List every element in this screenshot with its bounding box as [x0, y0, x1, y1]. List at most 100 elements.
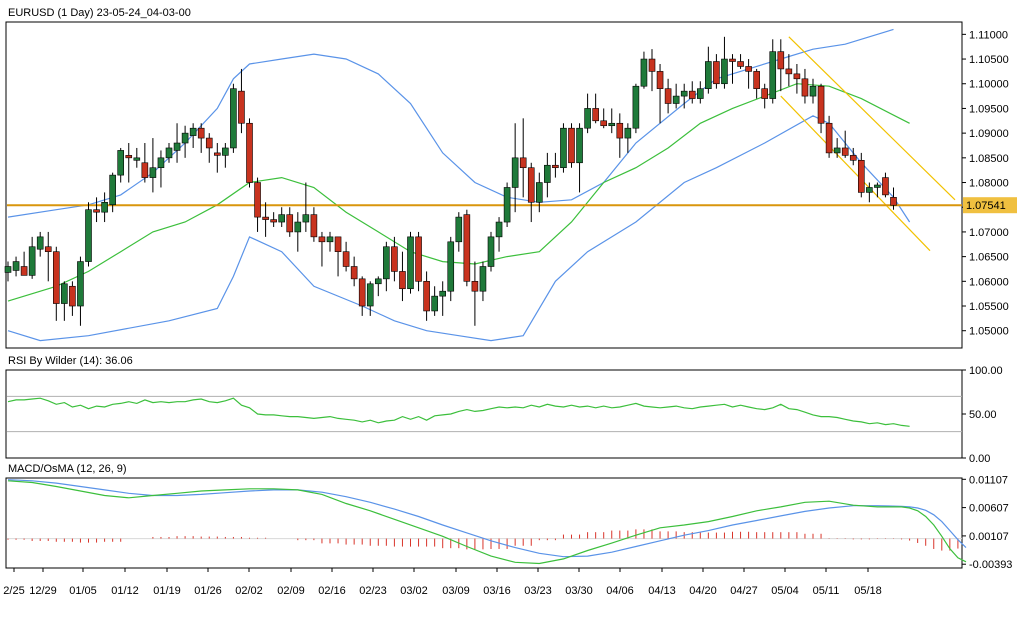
candle-body	[415, 236, 422, 282]
candle	[769, 39, 777, 104]
candle	[801, 68, 809, 104]
candle-body	[705, 61, 712, 89]
candle-body	[230, 88, 237, 149]
candle	[568, 123, 575, 168]
candle-body	[447, 241, 455, 292]
candle	[584, 93, 591, 134]
candle	[600, 108, 608, 129]
candle	[383, 241, 390, 292]
candle	[874, 182, 881, 198]
candle	[479, 261, 487, 302]
candle	[4, 261, 12, 282]
candle-body	[640, 58, 648, 87]
candle	[866, 182, 873, 203]
candle	[487, 231, 495, 272]
candle-body	[713, 61, 720, 85]
candle-body	[157, 157, 165, 169]
candle-body	[141, 162, 149, 178]
candle	[302, 182, 310, 232]
x-tick-label: 01/12	[111, 585, 139, 597]
macd-tick-label: -0.00393	[969, 559, 1012, 571]
candle-body	[463, 214, 471, 282]
candle-body	[568, 127, 575, 164]
candle	[785, 54, 793, 87]
x-tick-label: 01/19	[153, 585, 181, 597]
candle-body	[576, 127, 583, 164]
candle-body	[374, 278, 382, 285]
candle	[278, 207, 286, 227]
x-tick-label: 02/16	[318, 585, 346, 597]
candle-body	[36, 236, 44, 250]
candle	[745, 59, 752, 89]
candle-body	[753, 71, 760, 89]
x-tick-label: 04/06	[606, 585, 634, 597]
candle	[423, 271, 430, 321]
candle	[125, 143, 133, 183]
candle	[777, 39, 785, 92]
candle-body	[278, 214, 286, 223]
candle	[632, 83, 640, 134]
candle-body	[680, 90, 688, 97]
candle	[374, 276, 382, 297]
candle-body	[270, 219, 277, 223]
candle-body	[149, 167, 157, 178]
bollinger-middle	[7, 83, 910, 302]
candle	[141, 143, 149, 183]
x-tick-label: 03/09	[442, 585, 470, 597]
candle	[407, 231, 414, 294]
candle-body	[310, 214, 318, 238]
candle-body	[246, 122, 253, 183]
macd-signal-line	[7, 479, 967, 558]
x-tick-label: 01/26	[194, 585, 222, 597]
x-tick-label: 03/16	[483, 585, 511, 597]
candle-body	[503, 187, 511, 223]
candle-body	[745, 66, 752, 72]
candle-body	[125, 155, 133, 159]
candle	[721, 36, 728, 89]
candle-body	[721, 58, 728, 85]
candle	[552, 152, 559, 178]
candle	[109, 172, 116, 213]
candle	[342, 241, 350, 272]
candle-body	[624, 127, 632, 139]
candle	[439, 281, 447, 316]
rsi-tick-label: 100.00	[969, 365, 1003, 377]
candle-body	[28, 246, 36, 276]
candle-body	[544, 164, 551, 183]
candle-body	[833, 147, 841, 154]
candle	[672, 83, 680, 109]
candle-body	[12, 261, 20, 271]
candle	[463, 209, 471, 287]
channel-lower-line	[780, 95, 931, 252]
candle	[833, 138, 841, 158]
candle-body	[737, 61, 744, 67]
candle	[165, 143, 173, 163]
candle-body	[173, 142, 181, 151]
candle	[310, 207, 318, 242]
candle	[334, 236, 342, 277]
candle	[415, 231, 422, 292]
candles	[4, 36, 897, 326]
candle-body	[350, 266, 358, 280]
candle-body	[527, 167, 535, 203]
candle-body	[616, 122, 624, 139]
price-tick-label: 1.05000	[969, 326, 1009, 338]
candle	[849, 147, 857, 166]
candle-body	[61, 283, 68, 304]
candle-body	[181, 132, 189, 144]
candle	[809, 78, 817, 104]
candle-body	[890, 197, 897, 206]
candle-body	[600, 120, 608, 127]
rsi-line: 100.00 50.00 0.00	[7, 365, 1003, 465]
candle	[101, 192, 108, 223]
candle-body	[366, 283, 374, 307]
candle	[753, 68, 760, 99]
price-tick-label: 1.10000	[969, 79, 1009, 91]
candle	[560, 123, 567, 173]
macd-lines: 0.01107 0.00607 0.00107 -0.00393	[7, 474, 1012, 571]
candle-body	[841, 147, 849, 156]
candle	[680, 83, 688, 109]
candle-body	[648, 58, 656, 72]
channel-lines	[780, 36, 956, 252]
candle-body	[44, 246, 52, 252]
